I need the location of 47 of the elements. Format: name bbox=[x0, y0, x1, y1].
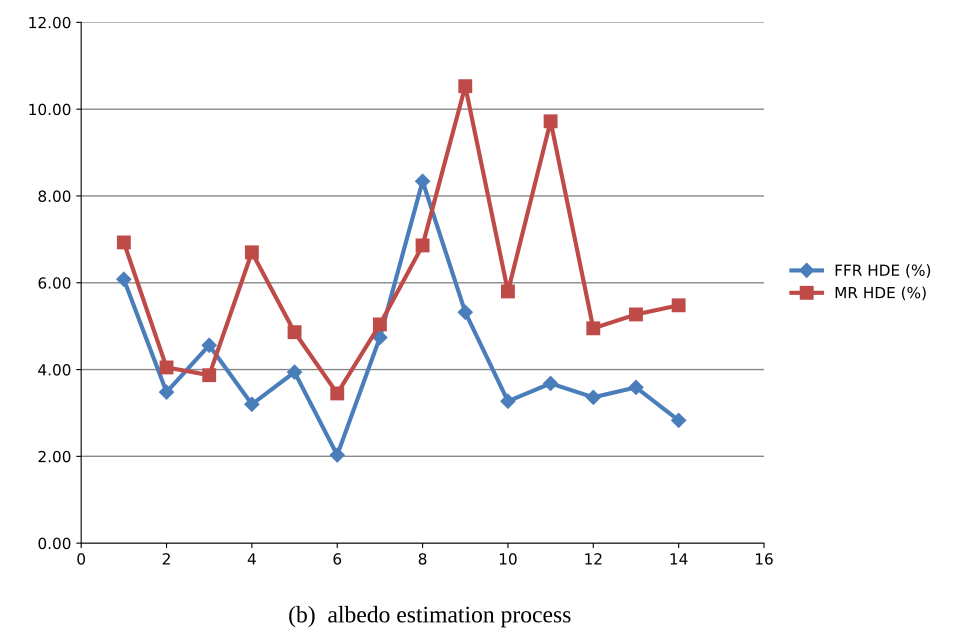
point bbox=[116, 235, 131, 250]
x-tick-label: 4 bbox=[248, 553, 256, 564]
point bbox=[244, 245, 259, 260]
y-tick-label: 12.00 bbox=[29, 16, 70, 28]
point bbox=[415, 174, 430, 189]
point bbox=[330, 447, 345, 463]
y-tick-label: 10.00 bbox=[29, 104, 70, 116]
point bbox=[158, 384, 174, 400]
point bbox=[416, 238, 430, 252]
y-tick-label: 4.00 bbox=[38, 364, 70, 376]
point bbox=[372, 317, 387, 332]
point bbox=[116, 272, 132, 287]
point bbox=[629, 307, 643, 322]
point bbox=[500, 284, 515, 298]
legend-label: FFR HDE (%) bbox=[836, 264, 930, 278]
x-tick-label: 8 bbox=[418, 553, 426, 565]
x-tick-label: 0 bbox=[77, 553, 86, 565]
x-tick-label: 10 bbox=[500, 553, 517, 565]
point bbox=[500, 394, 516, 409]
point bbox=[286, 364, 302, 380]
text: (b) albedo estimation process bbox=[289, 606, 571, 628]
point bbox=[458, 304, 473, 320]
point bbox=[586, 321, 600, 336]
point bbox=[244, 396, 260, 412]
point bbox=[202, 338, 217, 353]
y-tick-label: 6.00 bbox=[38, 277, 70, 289]
point bbox=[372, 330, 388, 346]
point bbox=[628, 380, 644, 395]
point bbox=[160, 360, 174, 374]
y-tick-label: 2.00 bbox=[38, 450, 70, 462]
point bbox=[544, 114, 558, 128]
point bbox=[330, 386, 344, 400]
x-tick-label: 2 bbox=[162, 553, 170, 564]
point bbox=[288, 325, 302, 340]
y-tick-label: 0.00 bbox=[38, 538, 70, 550]
point bbox=[202, 368, 216, 382]
x-tick-label: 16 bbox=[756, 553, 773, 565]
point bbox=[586, 390, 601, 405]
legend-label: MR HDE (%) bbox=[836, 286, 926, 300]
point bbox=[543, 376, 558, 392]
point bbox=[671, 412, 686, 428]
y-tick-label: 8.00 bbox=[38, 190, 70, 202]
x-tick-label: 6 bbox=[333, 553, 342, 565]
point bbox=[458, 79, 472, 94]
point bbox=[672, 298, 686, 312]
x-tick-label: 12 bbox=[585, 553, 602, 564]
x-tick-label: 14 bbox=[670, 553, 688, 564]
